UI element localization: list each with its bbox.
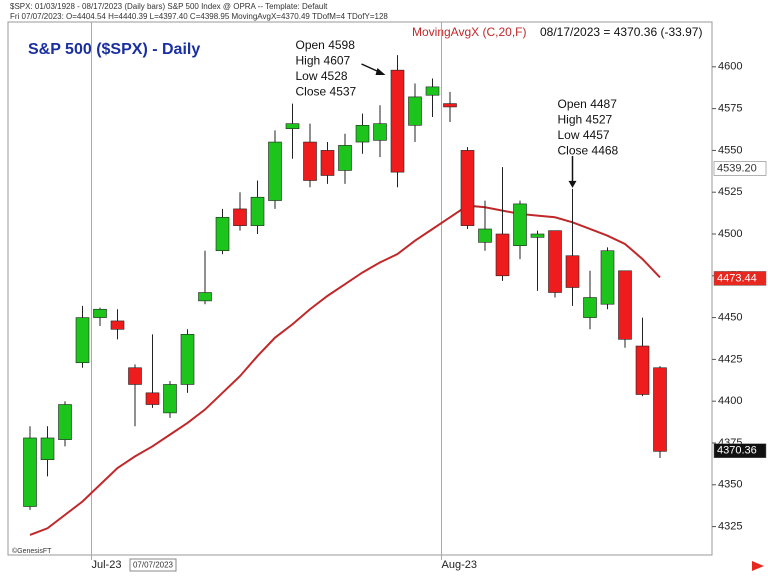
scroll-arrow[interactable] [724, 561, 764, 571]
candle-body [530, 233, 545, 238]
price-tag-label: 4473.44 [717, 272, 757, 284]
credit: ©GenesisFT [12, 547, 52, 555]
candle-body [408, 96, 422, 126]
candle-body [268, 141, 282, 201]
candle-body [23, 437, 37, 507]
y-tick-label: 4600 [718, 61, 742, 73]
y-tick-label: 4550 [718, 144, 742, 156]
annotation-text: High 4607 [296, 54, 351, 68]
candle-body [600, 250, 615, 305]
candle-body [215, 216, 230, 252]
y-tick-label: 4575 [718, 103, 742, 115]
header-line: Fri 07/07/2023: O=4404.54 H=4440.39 L=43… [10, 12, 388, 21]
candle-body [93, 308, 107, 318]
x-tick-label: Aug-23 [442, 559, 477, 571]
date-box [129, 558, 177, 572]
last-label: 08/17/2023 = 4370.36 (-33.97) [540, 25, 702, 39]
candle-body [303, 141, 317, 181]
date-box-label: 07/07/2023 [133, 561, 174, 570]
ma-label: MovingAvgX (C,20,F) [412, 25, 527, 39]
y-tick-label: 4325 [718, 520, 742, 532]
arrowhead [568, 180, 577, 188]
y-tick-label: 4450 [718, 312, 742, 324]
price-tag [713, 271, 767, 286]
candle-body [495, 233, 510, 277]
candle-body [163, 384, 177, 414]
candle-body [40, 437, 55, 461]
price-tag [713, 161, 767, 176]
candle-body [233, 208, 247, 226]
annotation-text: Close 4468 [558, 144, 619, 158]
candle-body [320, 150, 335, 176]
annotation-text: Low 4528 [296, 69, 348, 83]
price-tag-label: 4539.20 [717, 162, 757, 174]
y-tick-label: 4400 [718, 395, 742, 407]
candle-body [513, 203, 527, 247]
y-tick-label: 4500 [718, 228, 742, 240]
candle-body [618, 270, 632, 340]
candle-body [653, 367, 667, 452]
candle-body [128, 367, 142, 385]
candle-body [250, 196, 265, 226]
annotation-text: High 4527 [558, 113, 613, 127]
y-tick-label: 4525 [718, 186, 742, 198]
candle-body [635, 345, 650, 395]
candle-body [285, 123, 300, 129]
header-line: $SPX: 01/03/1928 - 08/17/2023 (Daily bar… [10, 2, 328, 11]
candle-body [338, 145, 352, 171]
moving-average-line [29, 204, 661, 536]
annotation-text: Low 4457 [558, 128, 610, 142]
candle-body [110, 320, 125, 330]
candle-body [443, 103, 457, 108]
candle-body [180, 334, 195, 385]
candle-body [198, 292, 212, 302]
candle-body [75, 317, 90, 364]
candle-body [373, 123, 387, 141]
annotation-text: Close 4537 [296, 85, 357, 99]
candle-body [460, 150, 475, 226]
candle-body [390, 69, 405, 173]
candle-body [145, 392, 160, 405]
price-tag [713, 443, 767, 458]
candle-body [565, 255, 580, 288]
y-tick-label: 4350 [718, 479, 742, 491]
price-tag-label: 4370.36 [717, 445, 757, 457]
annotation-text: Open 4598 [296, 38, 356, 52]
candle-body [583, 297, 597, 318]
y-tick-label: 4425 [718, 353, 742, 365]
candle-body [548, 230, 562, 293]
x-tick-label: Jul-23 [92, 559, 122, 571]
candle-body [58, 404, 72, 440]
chart-title: S&P 500 ($SPX) - Daily [28, 41, 200, 58]
annotation-text: Open 4487 [558, 97, 618, 111]
arrowhead [375, 68, 386, 75]
candle-body [425, 86, 440, 96]
candle-body [355, 125, 370, 143]
candle-body [478, 228, 492, 243]
